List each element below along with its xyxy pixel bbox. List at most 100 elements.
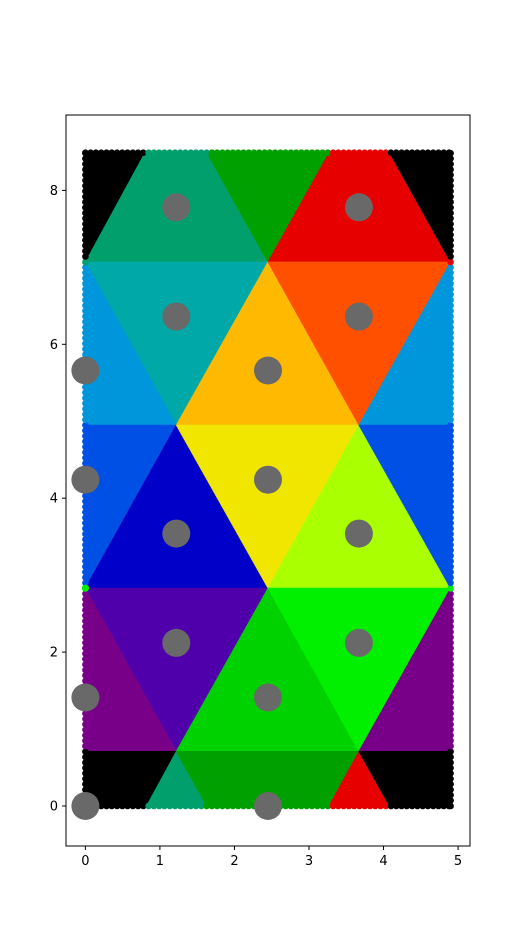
- grid-dot-20: [82, 748, 89, 755]
- grid-dot-201: [447, 258, 454, 266]
- grid-dot-105: [447, 519, 454, 527]
- grid-dot-16: [82, 759, 89, 766]
- grid-dot-324: [298, 802, 305, 810]
- grid-dot-369: [414, 149, 421, 156]
- grid-dot-65: [447, 628, 454, 636]
- grid-dot-380: [445, 802, 453, 810]
- x-tick-label-3: 3: [305, 854, 313, 869]
- grid-dot-148: [82, 400, 89, 407]
- grid-dot-98: [82, 536, 89, 543]
- grid-dot-177: [447, 324, 454, 331]
- grid-dot-8: [82, 780, 89, 788]
- grid-dot-296: [224, 802, 231, 810]
- grid-dot-315: [271, 149, 279, 156]
- grid-dot-84: [82, 574, 89, 581]
- grid-dot-28: [82, 726, 89, 734]
- grid-dot-250: [103, 802, 110, 810]
- grid-dot-9: [447, 780, 454, 788]
- grid-dot-216: [82, 215, 89, 222]
- grid-dot-343: [345, 149, 353, 156]
- grid-dot-193: [447, 280, 454, 288]
- grid-dot-159: [447, 372, 454, 380]
- grid-dot-252: [108, 802, 115, 810]
- y-tick-label-4: 8: [50, 184, 58, 199]
- grid-dot-290: [208, 802, 216, 810]
- center-point-1: [254, 792, 282, 820]
- grid-dot-236: [82, 160, 89, 168]
- grid-dot-249: [97, 149, 105, 156]
- grid-dot-309: [255, 149, 263, 156]
- grid-dot-268: [150, 802, 158, 810]
- grid-dot-112: [82, 498, 89, 505]
- grid-dot-284: [192, 802, 200, 810]
- grid-dot-143: [447, 416, 454, 424]
- grid-dot-214: [82, 220, 89, 228]
- grid-dot-104: [82, 519, 89, 527]
- grid-dot-131: [447, 449, 454, 456]
- grid-dot-93: [447, 552, 454, 559]
- grid-dot-276: [171, 802, 179, 810]
- plot-area: [71, 149, 454, 820]
- grid-dot-152: [82, 389, 89, 396]
- grid-dot-295: [219, 149, 226, 156]
- grid-dot-101: [447, 530, 454, 538]
- grid-dot-129: [447, 454, 454, 462]
- grid-dot-267: [145, 149, 152, 156]
- grid-dot-186: [82, 296, 89, 304]
- grid-dot-37: [447, 704, 454, 712]
- grid-dot-377: [435, 149, 442, 156]
- grid-dot-229: [447, 182, 454, 190]
- x-tick-label-0: 0: [81, 854, 89, 869]
- grid-dot-378: [440, 802, 448, 810]
- grid-dot-204: [82, 247, 89, 255]
- grid-dot-72: [82, 606, 89, 614]
- grid-dot-237: [447, 160, 454, 168]
- grid-dot-176: [82, 324, 89, 331]
- grid-dot-275: [166, 149, 173, 156]
- grid-dot-117: [447, 487, 454, 494]
- grid-dot-226: [82, 187, 89, 195]
- grid-dot-304: [245, 802, 252, 810]
- grid-dot-128: [82, 454, 89, 462]
- grid-dot-248: [97, 802, 105, 810]
- grid-dot-365: [403, 149, 411, 156]
- y-axis-ticks: 0 2 4 6 8: [50, 184, 66, 814]
- grid-dot-206: [82, 242, 89, 249]
- grid-dot-233: [447, 171, 454, 179]
- grid-dot-39: [447, 699, 454, 706]
- grid-dot-374: [429, 802, 437, 810]
- grid-dot-253: [108, 149, 115, 156]
- grid-dot-340: [340, 802, 347, 810]
- grid-dot-134: [82, 438, 89, 445]
- grid-dot-77: [447, 596, 454, 603]
- grid-dot-111: [447, 503, 454, 511]
- grid-dot-31: [447, 721, 454, 728]
- grid-dot-261: [129, 149, 137, 156]
- grid-dot-87: [447, 568, 454, 576]
- grid-dot-298: [229, 802, 237, 810]
- grid-dot-136: [82, 432, 89, 440]
- grid-dot-58: [82, 644, 89, 652]
- grid-dot-106: [82, 514, 89, 521]
- grid-dot-345: [350, 149, 358, 156]
- grid-dot-27: [447, 732, 454, 739]
- grid-dot-170: [82, 340, 89, 347]
- grid-dot-57: [447, 650, 454, 657]
- grid-dot-353: [371, 149, 379, 156]
- grid-dot-282: [187, 802, 195, 810]
- grid-dot-215: [447, 220, 454, 228]
- grid-dot-167: [447, 351, 454, 358]
- grid-dot-41: [447, 693, 454, 701]
- grid-dot-273: [161, 149, 168, 156]
- grid-dot-49: [447, 672, 454, 679]
- grid-dot-370: [419, 802, 427, 810]
- grid-dot-63: [447, 634, 454, 641]
- grid-dot-381: [445, 149, 453, 156]
- grid-dot-339: [335, 149, 342, 156]
- grid-dot-291: [208, 149, 216, 156]
- y-tick-label-0: 0: [50, 799, 58, 814]
- grid-dot-59: [447, 644, 454, 652]
- grid-dot-165: [447, 356, 454, 364]
- grid-dot-285: [192, 149, 200, 156]
- grid-dot-347: [356, 149, 363, 156]
